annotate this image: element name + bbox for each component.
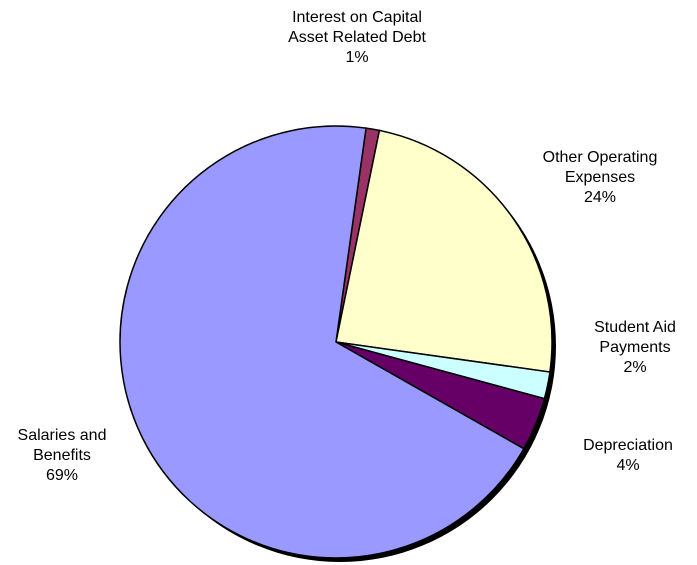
pie-slice [335, 129, 553, 373]
category-label: Salaries and Benefits [17, 427, 107, 464]
value-label: 2% [623, 359, 647, 376]
category-label: Student Aid Payments [594, 319, 676, 356]
value-label: 1% [345, 49, 369, 66]
slice-label: Interest on Capital Asset Related Debt 1% [282, 8, 432, 68]
slice-label: Salaries and Benefits 69% [7, 426, 117, 486]
value-label: 4% [616, 457, 640, 474]
slice-label: Other Operating Expenses 24% [520, 148, 680, 208]
category-label: Other Operating Expenses [542, 149, 658, 186]
slice-label: Depreciation 4% [563, 436, 693, 476]
category-label: Interest on Capital Asset Related Debt [288, 9, 426, 46]
pie-slice [119, 125, 525, 559]
value-label: 69% [45, 467, 79, 484]
value-label: 24% [583, 189, 617, 206]
category-label: Depreciation [583, 437, 673, 454]
slice-label: Student Aid Payments 2% [580, 318, 690, 378]
